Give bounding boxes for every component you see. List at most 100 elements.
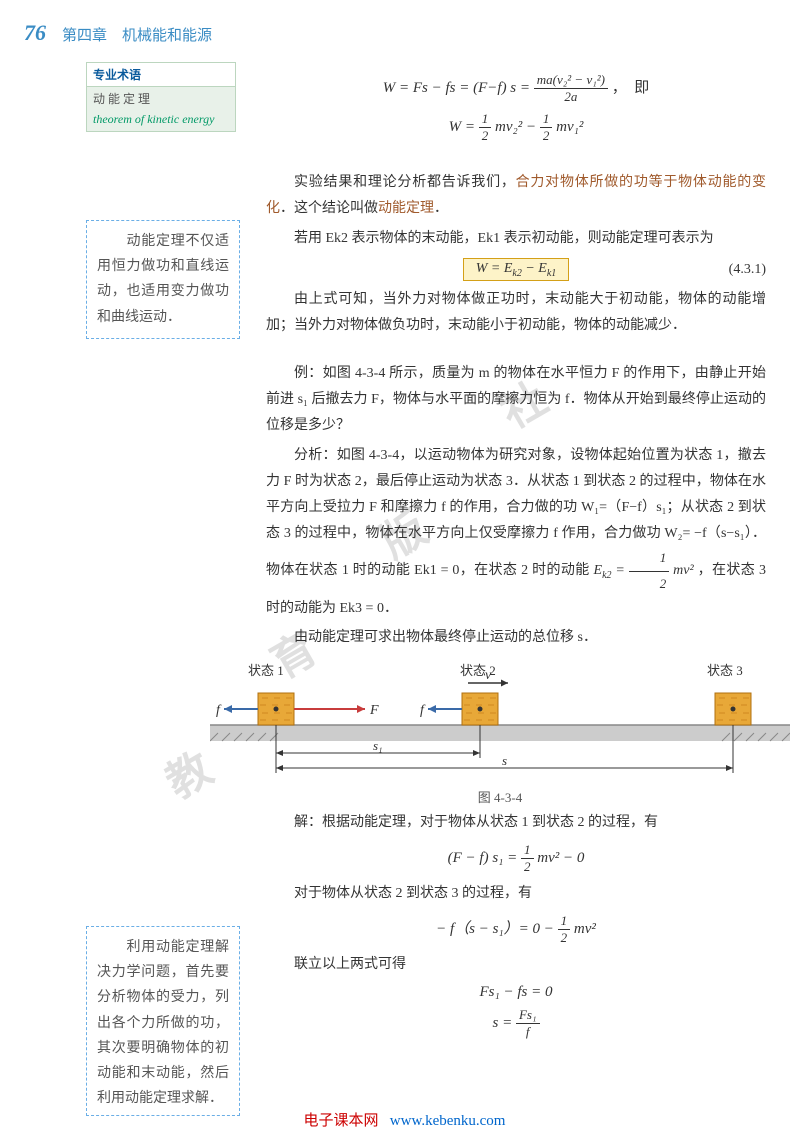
text: 实验结果和理论分析都告诉我们，	[294, 175, 516, 190]
fraction: 1 2	[558, 913, 571, 946]
figure-4-3-4: f F f v	[210, 663, 790, 806]
ground-rect	[210, 725, 790, 741]
theorem-row: W = Ek2 − Ek1 (4.3.1)	[266, 258, 766, 282]
arrow-head-icon	[276, 765, 283, 771]
text: ．这个结论叫做	[280, 201, 378, 216]
fraction: 1 2	[521, 842, 534, 875]
frac-denominator: 2	[479, 128, 492, 144]
state-label-3: 状态 3	[707, 663, 743, 678]
formula-text: − E	[522, 261, 547, 276]
content: 专业术语 动 能 定 理 theorem of kinetic energy 动…	[0, 56, 809, 1040]
para-explanation: 由上式可知，当外力对物体做正功时，末动能大于初动能，物体的动能增加；当外力对物体…	[266, 287, 766, 339]
para-analysis: 分析：如图 4-3-4，以运动物体为研究对象，设物体起始位置为状态 1，撤去力 …	[266, 443, 766, 622]
solution-column: 解：根据动能定理，对于物体从状态 1 到状态 2 的过程，有 (F − f) s…	[266, 810, 766, 1040]
para-notation: 若用 Ek2 表示物体的末动能，Ek1 表示初动能，则动能定理可表示为	[266, 226, 766, 252]
arrow-head-icon	[428, 705, 436, 713]
terminology-box: 专业术语 动 能 定 理 theorem of kinetic energy	[86, 62, 236, 132]
para-solution-intro: 解：根据动能定理，对于物体从状态 1 到状态 2 的过程，有	[266, 810, 766, 836]
para-solution-combine: 联立以上两式可得	[266, 952, 766, 978]
formula-text: s =	[493, 1015, 516, 1031]
para-solution-step2: 对于物体从状态 2 到状态 3 的过程，有	[266, 881, 766, 907]
arrow-head-icon	[473, 750, 480, 756]
formula-inline: Ek2 = 12 mv²	[594, 563, 698, 578]
frac-numerator: Fs₁	[516, 1007, 540, 1024]
page-number: 76	[24, 20, 46, 46]
fraction: 1 2	[540, 111, 553, 144]
formula-tail: ， 即	[612, 80, 650, 96]
page-header: 76 第四章 机械能和能源	[0, 0, 809, 56]
arrow-head-icon	[501, 680, 508, 687]
state-label-1: 状态 1	[248, 663, 284, 678]
block-center-dot	[478, 707, 483, 712]
term-box-header: 专业术语	[87, 63, 235, 87]
frac-denominator: 2a	[534, 89, 608, 105]
highlight-text: 动能定理	[378, 201, 434, 216]
side-note-1: 动能定理不仅适用恒力做功和直线运动，也适用变力做功和曲线运动．	[86, 220, 240, 339]
arrow-head-icon	[276, 750, 283, 756]
solution-formula-4: s = Fs₁ f	[266, 1007, 766, 1040]
para-analysis-conclusion: 由动能定理可求出物体最终停止运动的总位移 s．	[266, 625, 766, 651]
block-center-dot	[274, 707, 279, 712]
formula-text: W = Fs − fs = (F−f) s =	[383, 80, 534, 96]
side-note-2: 利用动能定理解决力学问题，首先要分析物体的受力，列出各个力所做的功，其次要明确物…	[86, 926, 240, 1116]
fraction: Fs₁ f	[516, 1007, 540, 1040]
frac-denominator: 2	[629, 572, 670, 596]
formula-text: − f（s − s₁）= 0 −	[436, 921, 558, 937]
footer-label: 电子课本网	[304, 1113, 379, 1129]
fraction: 12	[629, 546, 670, 595]
frac-denominator: 2	[540, 128, 553, 144]
fraction: 1 2	[479, 111, 492, 144]
formula-text: mv₂² −	[495, 119, 540, 135]
frac-denominator: 2	[521, 859, 534, 875]
label-s1: s₁	[373, 738, 383, 753]
term-english: theorem of kinetic energy	[87, 110, 235, 131]
state-label-2: 状态 2	[460, 663, 496, 678]
formula-text: mv²	[669, 563, 693, 578]
formula-text: W =	[449, 119, 479, 135]
formula-text: W = E	[476, 261, 513, 276]
formula-text: mv₁²	[556, 119, 583, 135]
para-conclusion: 实验结果和理论分析都告诉我们，合力对物体所做的功等于物体动能的变化．这个结论叫做…	[266, 170, 766, 222]
formula-derivation-1: W = Fs − fs = (F−f) s = ma(v₂² − v₁²) 2a…	[266, 72, 766, 105]
subscript: k1	[547, 267, 556, 278]
para-example: 例：如图 4-3-4 所示，质量为 m 的物体在水平恒力 F 的作用下，由静止开…	[266, 361, 766, 439]
formula-derivation-2: W = 1 2 mv₂² − 1 2 mv₁²	[266, 111, 766, 144]
label-big-f: F	[369, 703, 379, 718]
frac-numerator: 1	[558, 913, 571, 930]
label-f: f	[216, 703, 222, 718]
formula-text: E	[594, 563, 603, 578]
frac-denominator: f	[516, 1024, 540, 1040]
frac-numerator: 1	[521, 842, 534, 859]
footer-url: www.kebenku.com	[390, 1113, 506, 1129]
term-chinese: 动 能 定 理	[87, 87, 235, 110]
formula-text: mv²	[574, 921, 596, 937]
frac-numerator: ma(v₂² − v₁²)	[534, 72, 608, 89]
formula-text: =	[612, 563, 629, 578]
frac-numerator: 1	[540, 111, 553, 128]
formula-text: mv² − 0	[537, 850, 584, 866]
equation-number: (4.3.1)	[729, 262, 766, 278]
solution-formula-2: − f（s − s₁）= 0 − 1 2 mv²	[266, 913, 766, 946]
formula-text: (F − f) s₁ =	[448, 850, 521, 866]
arrow-head-icon	[726, 765, 733, 771]
footer: 电子课本网 www.kebenku.com	[0, 1109, 809, 1130]
block-center-dot	[731, 707, 736, 712]
frac-numerator: 1	[479, 111, 492, 128]
fraction: ma(v₂² − v₁²) 2a	[534, 72, 608, 105]
frac-numerator: 1	[629, 546, 670, 571]
solution-formula-3: Fs₁ − fs = 0	[266, 984, 766, 1001]
diagram-svg: f F f v	[210, 663, 790, 778]
solution-formula-1: (F − f) s₁ = 1 2 mv² − 0	[266, 842, 766, 875]
theorem-formula-box: W = Ek2 − Ek1	[463, 258, 570, 282]
text: ．	[434, 201, 448, 216]
frac-denominator: 2	[558, 930, 571, 946]
figure-caption: 图 4-3-4	[210, 787, 790, 806]
subscript: k2	[512, 267, 521, 278]
arrow-head-icon	[357, 705, 365, 713]
label-s: s	[502, 753, 507, 768]
main-column: W = Fs − fs = (F−f) s = ma(v₂² − v₁²) 2a…	[266, 72, 766, 651]
arrow-head-icon	[224, 705, 232, 713]
text: 分析：如图 4-3-4，以运动物体为研究对象，设物体起始位置为状态 1，撤去力 …	[266, 448, 766, 578]
label-f: f	[420, 703, 426, 718]
chapter-title: 第四章 机械能和能源	[62, 24, 212, 45]
